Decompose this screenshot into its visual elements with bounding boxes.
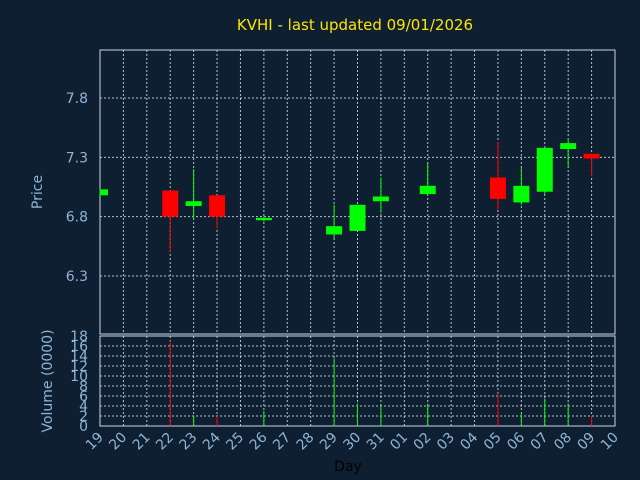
x-tick-label: 10	[598, 430, 622, 454]
candlesticks	[99, 138, 600, 253]
candle-body	[536, 147, 553, 192]
candle-body	[583, 153, 600, 159]
x-tick-label: 26	[247, 429, 271, 453]
x-tick-label: 03	[434, 430, 458, 454]
volume-tick-label: 6	[79, 389, 88, 405]
candle	[162, 190, 179, 253]
x-tick-label: 30	[340, 430, 364, 454]
x-tick-label: 02	[411, 430, 435, 454]
candle	[99, 189, 108, 196]
volume-tick-label: 18	[70, 329, 88, 345]
x-axis-title: Day	[334, 459, 362, 475]
price-tick-label: 7.3	[66, 150, 88, 166]
volume-tick-label: 8	[79, 379, 88, 395]
x-tick-label: 23	[177, 430, 201, 454]
candle-body	[185, 201, 202, 206]
x-tick-label: 09	[574, 430, 598, 454]
x-tick-label: 25	[223, 430, 247, 454]
candle	[419, 163, 436, 195]
x-tick-labels: 19 20 21 22 23 24 25 26 27 28 29 30 31 01 02 03 04 05 06 07…	[83, 429, 622, 453]
volume-tick-label: 10	[70, 369, 88, 385]
price-tick-label: 6.3	[66, 269, 88, 285]
price-tick-labels: 7.8 7.3 6.8 6.3	[66, 91, 88, 285]
candle	[255, 216, 272, 222]
x-tick-label: 22	[153, 430, 177, 454]
x-tick-label: 20	[106, 430, 130, 454]
volume-tick-label: 0	[79, 419, 88, 435]
candle-body	[162, 190, 179, 217]
x-tick-label: 24	[200, 429, 224, 453]
candle	[209, 195, 226, 229]
candle	[583, 153, 600, 177]
candle-body	[100, 189, 108, 196]
x-tick-label: 28	[294, 430, 318, 454]
chart-title: KVHI - last updated 09/01/2026	[237, 16, 473, 34]
candle-body	[255, 217, 272, 221]
candle	[536, 147, 553, 195]
candle-body	[560, 143, 577, 150]
x-tick-label: 06	[504, 429, 528, 453]
candle	[372, 177, 389, 214]
candle-body	[513, 185, 530, 203]
candle	[513, 168, 530, 205]
price-tick-label: 6.8	[66, 210, 88, 226]
volume-tick-label: 14	[70, 349, 88, 365]
candle	[185, 169, 202, 220]
volume-tick-label: 2	[79, 409, 88, 425]
volume-tick-label: 16	[70, 339, 88, 355]
x-tick-label: 27	[270, 430, 294, 454]
candle	[489, 141, 506, 210]
x-tick-label: 29	[317, 430, 341, 454]
price-tick-label: 7.8	[66, 91, 88, 107]
x-tick-label: 01	[387, 430, 411, 454]
x-tick-label: 08	[551, 430, 575, 454]
candle-body	[419, 185, 436, 195]
price-axis-title: Price	[30, 175, 46, 209]
candle-body	[349, 204, 366, 231]
x-tick-label: 31	[364, 430, 388, 454]
volume-tick-label: 12	[70, 359, 88, 375]
x-tick-label: 21	[130, 430, 154, 454]
candle	[349, 204, 366, 231]
candle	[326, 204, 343, 239]
volume-tick-label: 4	[79, 399, 88, 415]
x-tick-label: 05	[481, 430, 505, 454]
x-tick-label: 07	[528, 430, 552, 454]
candle-body	[209, 195, 226, 217]
x-tick-label: 04	[457, 429, 481, 453]
candle-body	[326, 226, 343, 235]
volume-bars	[169, 341, 593, 426]
candle-body	[372, 196, 389, 202]
volume-axis-title: Volume (0000)	[40, 329, 56, 432]
candle-body	[489, 177, 506, 199]
candle	[560, 138, 577, 167]
